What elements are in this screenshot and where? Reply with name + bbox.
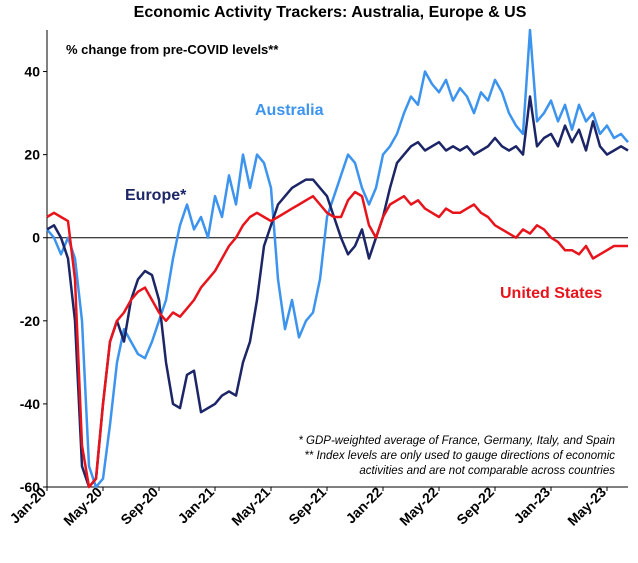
x-tick-label: May-22 <box>396 484 441 529</box>
y-tick-label: 20 <box>24 147 40 163</box>
x-tick-label: Jan-23 <box>510 484 553 527</box>
footnotes: * GDP-weighted average of France, German… <box>298 435 615 477</box>
x-tick-label: Sep-20 <box>117 484 161 528</box>
series-label: Australia <box>255 102 324 119</box>
x-tick-label: Sep-21 <box>285 484 329 528</box>
footnote: * GDP-weighted average of France, German… <box>298 435 615 447</box>
series-line <box>46 28 629 489</box>
x-tick-label: Jan-21 <box>174 484 217 527</box>
y-tick-label: 0 <box>32 230 40 246</box>
subtitle: % change from pre-COVID levels** <box>66 42 279 57</box>
y-tick-label: -40 <box>20 396 40 412</box>
series-line <box>46 95 629 489</box>
footnote: activities and are not comparable across… <box>359 465 615 477</box>
series-label: United States <box>500 285 602 302</box>
footnote: ** Index levels are only used to gauge d… <box>304 450 615 462</box>
chart-title: Economic Activity Trackers: Australia, E… <box>134 4 527 21</box>
y-tick-label: -20 <box>20 313 40 329</box>
series-label: Europe* <box>125 187 187 204</box>
series-line <box>46 190 628 489</box>
y-tick-label: 40 <box>24 64 40 80</box>
x-tick-label: Jan-22 <box>342 484 385 527</box>
x-tick-label: May-20 <box>60 484 105 529</box>
x-tick-label: May-21 <box>228 484 273 529</box>
x-tick-label: May-23 <box>564 484 609 529</box>
y-tick-label: -60 <box>20 479 40 495</box>
x-tick-label: Sep-22 <box>453 484 497 528</box>
